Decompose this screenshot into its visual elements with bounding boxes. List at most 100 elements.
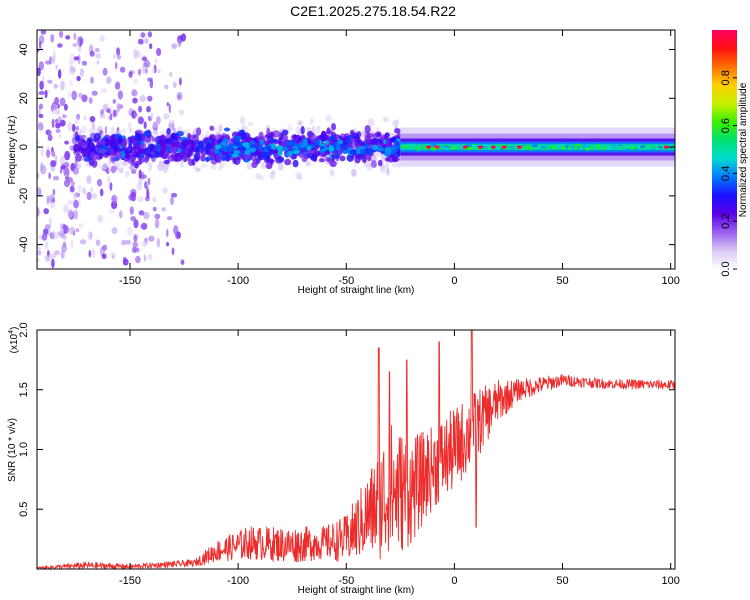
spectrogram-blob — [128, 193, 135, 201]
spectrogram-blob — [83, 148, 91, 155]
spectrogram-blob — [84, 157, 91, 162]
spectrogram-y-label: Frequency (Hz) — [7, 116, 18, 185]
spectrogram-blob — [132, 97, 138, 104]
spectrogram-blob — [60, 80, 65, 91]
spectrogram-blob — [649, 146, 654, 150]
spectrogram-blob — [349, 149, 357, 155]
spectrogram-blob — [39, 80, 44, 91]
spectrogram-blob — [122, 128, 126, 134]
spectrogram-blob — [46, 149, 51, 158]
spectrogram-blob — [101, 253, 107, 260]
spectrogram-blob — [97, 152, 104, 160]
spectrogram-blob — [166, 145, 171, 153]
spectrogram-blob — [144, 38, 149, 44]
x-tick-label: -100 — [227, 275, 249, 287]
spectrogram-blob — [69, 59, 76, 65]
spectrogram-blob — [389, 131, 394, 138]
spectrogram-blob — [59, 168, 63, 174]
spectrogram-blob — [387, 154, 395, 163]
spectrogram-blob — [227, 145, 235, 152]
spectrogram-blob — [37, 257, 40, 263]
spectrogram-blob — [147, 77, 153, 82]
spectrogram-blob — [139, 95, 146, 103]
spectrogram-blob — [292, 159, 299, 168]
spectrogram-blob — [244, 149, 251, 155]
spectrogram-blob — [284, 158, 292, 166]
spectrogram-blob — [139, 153, 144, 159]
spectrogram-blob — [110, 154, 116, 163]
spectrogram-blob — [66, 170, 70, 178]
spectrogram-blob — [495, 145, 502, 149]
spectrogram-blob — [128, 71, 133, 78]
spectrogram-blob — [75, 153, 82, 162]
spectrogram-blob — [297, 174, 303, 181]
spectrogram-blob — [146, 185, 149, 193]
spectrogram-blob — [334, 147, 339, 157]
spectrogram-blob — [77, 184, 82, 193]
spectrogram-blob — [64, 150, 71, 161]
spectrogram-blob — [279, 157, 284, 163]
spectrogram-blob — [78, 129, 83, 135]
spectrogram-blob — [353, 162, 357, 168]
spectrogram-blob — [96, 60, 100, 65]
spectrogram-blob — [101, 88, 108, 94]
spectrogram-blob — [37, 207, 40, 217]
y-tick-label: 1.0 — [18, 442, 30, 457]
spectrogram-blob — [531, 144, 539, 148]
spectrogram-x-ticks: -150 -100 -50 0 50 100 — [119, 30, 680, 287]
spectrogram-blob — [354, 143, 362, 148]
spectrogram-blob — [324, 140, 329, 145]
spectrogram-blob — [247, 121, 254, 127]
spectrogram-blobs — [37, 30, 675, 269]
spectrogram-blob — [99, 130, 104, 135]
snr-y-label: SNR (10 * v/v) — [7, 418, 18, 482]
spectrogram-blob — [72, 123, 76, 133]
spectrogram-blob — [135, 255, 141, 264]
spectrogram-blob — [90, 186, 93, 193]
spectrogram-blob — [600, 147, 607, 150]
spectrogram-blob — [658, 145, 663, 149]
spectrogram-blob — [134, 112, 138, 118]
x-tick-label: -150 — [119, 575, 141, 587]
colorbar-tick-label: 0.6 — [720, 118, 732, 133]
spectrogram-blob — [160, 140, 166, 147]
spectrogram-blob — [143, 211, 150, 220]
spectrogram-blob — [385, 161, 390, 169]
x-tick-label: 0 — [451, 275, 457, 287]
spectrogram-blob — [95, 53, 101, 59]
spectrogram-blob — [193, 165, 198, 170]
spectrogram-blob — [118, 167, 124, 174]
spectrogram-blob — [71, 90, 77, 101]
spectrogram-blob — [125, 170, 130, 178]
spectrogram-blob — [605, 146, 611, 150]
spectrogram-blob — [382, 116, 389, 123]
spectrogram-blob — [314, 139, 320, 146]
snr-exponent-power: 4 — [8, 330, 15, 334]
spectrogram-blob — [109, 112, 113, 121]
spectrogram-blob — [110, 126, 115, 136]
spectrogram-blob — [94, 47, 100, 53]
colorbar-tick-label: 0.2 — [720, 214, 732, 229]
spectrogram-blob — [137, 68, 142, 76]
spectrogram-blob — [153, 130, 159, 136]
spectrogram-blob — [318, 158, 325, 163]
spectrogram-blob — [40, 162, 44, 172]
spectrogram-blob — [88, 250, 92, 258]
spectrogram-blob — [129, 206, 134, 215]
spectrogram-blob — [134, 163, 139, 169]
spectrogram-blob — [131, 246, 137, 254]
spectrogram-blob — [83, 115, 87, 121]
spectrogram-blob — [157, 69, 161, 74]
y-tick-label: -20 — [18, 188, 30, 204]
spectrogram-blob — [354, 154, 361, 164]
spectrogram-blob — [394, 128, 401, 134]
spectrogram-blob — [116, 102, 121, 113]
spectrogram-blob — [462, 145, 468, 149]
spectrogram-blob — [166, 102, 169, 107]
x-tick-label: -100 — [227, 575, 249, 587]
spectrogram-blob — [55, 64, 58, 70]
spectrogram-blob — [325, 115, 332, 122]
y-tick-label: -40 — [18, 237, 30, 253]
spectrogram-blob — [73, 56, 80, 61]
spectrogram-blob — [616, 144, 624, 148]
